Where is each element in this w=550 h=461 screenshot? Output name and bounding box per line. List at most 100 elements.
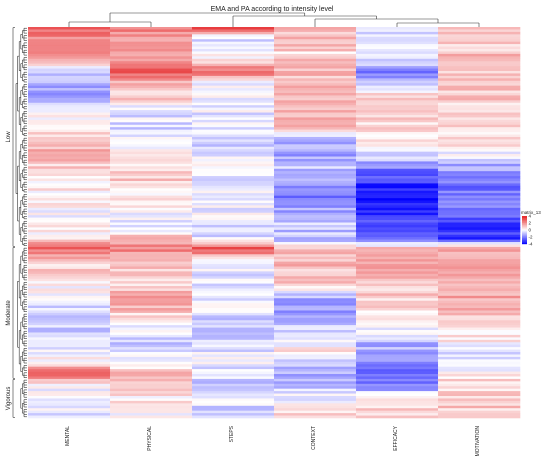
heatmap-cell (356, 266, 439, 270)
heatmap-cell (356, 58, 439, 62)
heatmap-cell (192, 312, 275, 316)
heatmap-cell (110, 364, 193, 367)
heatmap-cell (438, 249, 521, 253)
heatmap-cell (28, 290, 111, 294)
heatmap-cell (28, 278, 111, 282)
heatmap-cell (110, 39, 193, 42)
heatmap-cell (110, 185, 193, 189)
heatmap-cell (192, 185, 275, 189)
heatmap-cell (438, 171, 521, 174)
heatmap-cell (110, 234, 193, 238)
heatmap-cell (110, 391, 193, 394)
heatmap-cell (274, 286, 357, 289)
heatmap-cell (438, 408, 521, 411)
heatmap-cell (274, 90, 357, 94)
heatmap-cell (110, 400, 193, 404)
heatmap-cell (192, 378, 275, 382)
heatmap-cell (438, 185, 521, 189)
heatmap-cell (28, 78, 111, 82)
heatmap-cell (28, 183, 111, 187)
column-label-context: CONTEXT (311, 426, 317, 450)
heatmap-cell (438, 95, 521, 99)
heatmap-cell (192, 36, 275, 40)
heatmap-cell (274, 256, 357, 260)
heatmap-cell (110, 266, 193, 270)
heatmap-cell (110, 75, 193, 79)
heatmap-cell (356, 354, 439, 358)
heatmap-cell (274, 34, 357, 38)
heatmap-cell (110, 393, 193, 397)
heatmap-cell (110, 303, 193, 306)
heatmap-cell (110, 202, 193, 206)
heatmap-cell (438, 200, 521, 204)
heatmap-cell (438, 92, 521, 96)
heatmap-cell (356, 146, 439, 150)
heatmap-cell (110, 268, 193, 272)
heatmap-cell (28, 347, 111, 350)
heatmap-cell (192, 107, 275, 111)
heatmap-cell (274, 369, 357, 372)
heatmap-cell (110, 190, 193, 194)
heatmap-cell (274, 249, 357, 253)
heatmap-cell (192, 56, 275, 60)
heatmap-cell (192, 27, 275, 30)
legend-swatch (522, 218, 527, 219)
heatmap-cell (274, 119, 357, 123)
heatmap-cell (110, 251, 193, 255)
heatmap-cell (110, 146, 193, 150)
heatmap-cell (110, 176, 193, 179)
heatmap-cell (438, 61, 521, 64)
heatmap-cell (356, 344, 439, 348)
heatmap-cell (274, 242, 357, 245)
heatmap-cell (438, 396, 521, 399)
heatmap-cell (110, 53, 193, 57)
heatmap-cell (438, 207, 521, 211)
heatmap-cell (274, 315, 357, 319)
heatmap-cell (28, 322, 111, 326)
heatmap-cell (110, 80, 193, 84)
heatmap-cell (356, 127, 439, 130)
heatmap-cell (438, 107, 521, 111)
heatmap-cell (356, 242, 439, 245)
heatmap-cell (192, 266, 275, 270)
heatmap-cell (438, 66, 521, 69)
heatmap-cell (110, 330, 193, 333)
heatmap-cell (274, 95, 357, 99)
heatmap-cell (274, 117, 357, 121)
heatmap-cell (28, 68, 111, 72)
heatmap-cell (274, 410, 357, 414)
heatmap-cell (28, 317, 111, 321)
heatmap-cell (274, 205, 357, 209)
legend-swatch (522, 234, 527, 236)
heatmap-cell (192, 283, 275, 287)
legend-swatch (522, 237, 527, 239)
heatmap-cell (192, 300, 275, 304)
heatmap-cell (110, 381, 193, 385)
heatmap-cell (356, 132, 439, 135)
heatmap-cell (28, 374, 111, 377)
heatmap-cell (110, 369, 193, 372)
heatmap-cell (28, 391, 111, 394)
heatmap-cell (110, 378, 193, 382)
heatmap-cell (110, 29, 193, 33)
heatmap-cell (28, 408, 111, 411)
heatmap-cell (28, 256, 111, 260)
heatmap-cell (110, 83, 193, 86)
heatmap-cell (274, 356, 357, 360)
heatmap-cell (356, 210, 439, 214)
heatmap-cell (110, 200, 193, 204)
heatmap-cell (356, 268, 439, 272)
heatmap-cell (28, 122, 111, 126)
heatmap-cell (110, 283, 193, 287)
heatmap-cell (274, 271, 357, 275)
heatmap-cell (274, 298, 357, 301)
heatmap-cell (438, 369, 521, 372)
heatmap-cell (274, 171, 357, 174)
heatmap-cell (438, 376, 521, 380)
heatmap-cell (28, 166, 111, 170)
heatmap-cell (438, 46, 521, 50)
heatmap-cell (438, 347, 521, 350)
heatmap-cell (28, 149, 111, 152)
heatmap-cell (28, 337, 111, 341)
heatmap-cell (28, 212, 111, 216)
